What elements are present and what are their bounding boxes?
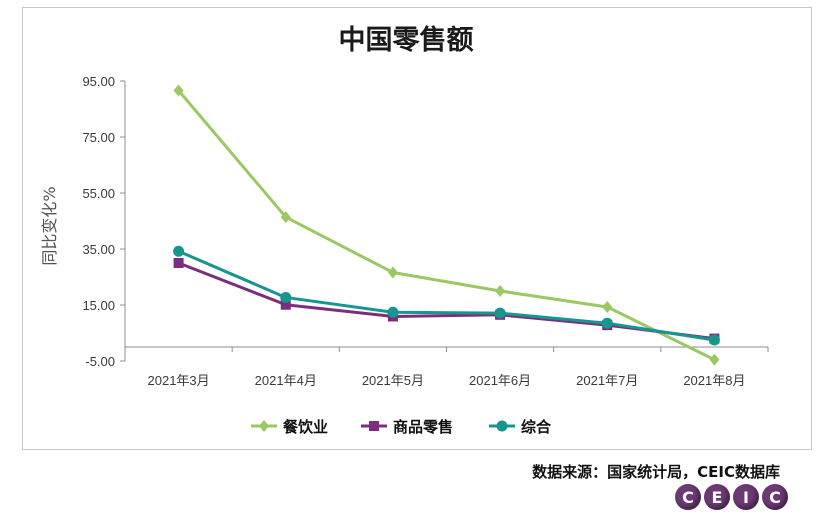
source-note: 数据来源：国家统计局，CEIC数据库	[532, 463, 780, 481]
legend-item-1: 商品零售	[361, 418, 453, 436]
series-2	[173, 245, 720, 346]
x-tick-label: 2021年7月	[576, 373, 638, 388]
legend-label: 综合	[521, 418, 552, 436]
legend-item-2: 综合	[489, 418, 552, 436]
data-point-diamond	[495, 285, 506, 297]
data-point-diamond	[709, 353, 720, 366]
logo-letter: C	[762, 484, 788, 510]
x-tick-label: 2021年8月	[683, 373, 745, 388]
data-point-circle	[280, 291, 292, 303]
x-tick-label: 2021年6月	[469, 373, 531, 388]
x-tick-label: 2021年4月	[255, 373, 317, 388]
y-tick-label: 55.00	[82, 186, 115, 201]
y-tick-label: 75.00	[82, 130, 115, 145]
logo-letter: I	[733, 484, 759, 510]
data-point-square	[280, 299, 291, 310]
data-point-diamond	[259, 420, 269, 432]
y-tick-label: 95.00	[82, 74, 115, 89]
x-tick-label: 2021年5月	[362, 373, 424, 388]
chart-frame: 中国零售额 同比变化% 95.00 75.00 55.00 35.00 15.00 -5.…	[22, 7, 812, 450]
logo-letter: C	[675, 484, 701, 510]
line-chart: 中国零售额 同比变化% 95.00 75.00 55.00 35.00 15.00 -5.…	[40, 24, 769, 436]
chart-title: 中国零售额	[339, 24, 474, 56]
legend-label: 商品零售	[393, 418, 453, 436]
data-point-circle	[173, 245, 185, 257]
series-line	[177, 249, 715, 342]
data-point-circle	[387, 306, 399, 318]
legend-label: 餐饮业	[283, 418, 328, 436]
series-line	[177, 89, 716, 361]
axes: 95.00 75.00 55.00 35.00 15.00 -5.00 2021年3月 202…	[82, 74, 769, 388]
series-layer	[173, 84, 720, 366]
data-point-circle	[494, 307, 506, 319]
y-tick-label: -5.00	[85, 354, 115, 369]
logo-letter: E	[704, 484, 730, 510]
data-point-circle	[601, 317, 613, 329]
x-tick-label: 2021年3月	[148, 373, 210, 388]
data-point-diamond	[387, 266, 398, 279]
data-point-diamond	[602, 300, 613, 313]
data-point-square	[369, 421, 379, 431]
data-point-circle	[496, 420, 508, 432]
series-1	[173, 258, 720, 344]
data-point-diamond	[173, 84, 184, 97]
series-0	[173, 84, 720, 366]
y-axis-label: 同比变化%	[40, 186, 59, 265]
legend-item-0: 餐饮业	[251, 418, 328, 436]
data-point-circle	[708, 334, 720, 346]
y-tick-label: 15.00	[82, 298, 115, 313]
data-point-square	[173, 258, 184, 268]
legend: 餐饮业 商品零售 综合	[251, 418, 552, 436]
y-tick-label: 35.00	[82, 242, 115, 257]
data-point-diamond	[280, 211, 291, 224]
